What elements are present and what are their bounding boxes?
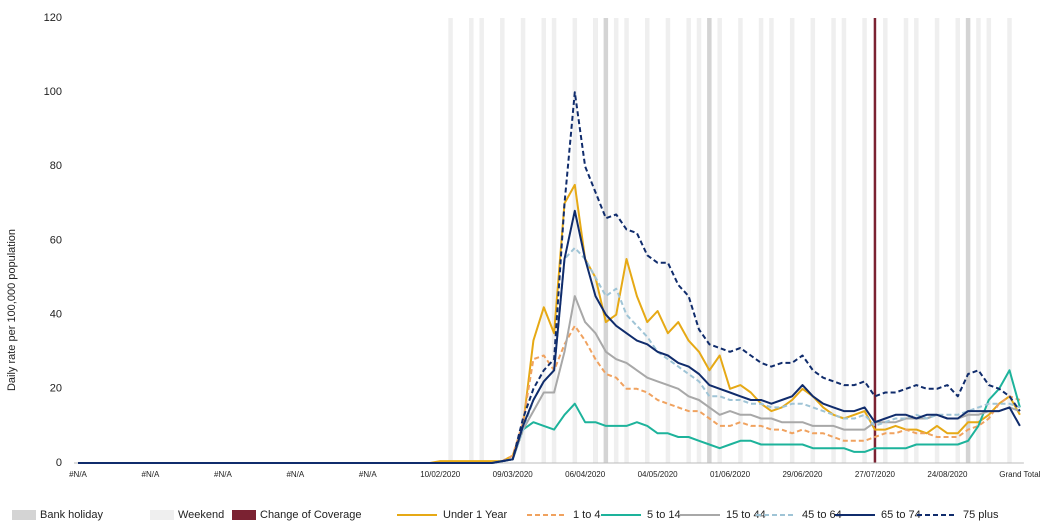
day-band [613, 18, 619, 463]
day-band [696, 18, 702, 463]
legend-label: Weekend [178, 509, 224, 521]
legend-label: Under 1 Year [443, 509, 508, 521]
day-band [903, 18, 909, 463]
legend-label: 75 plus [963, 509, 999, 521]
legend-swatch [150, 510, 174, 520]
legend-label: 15 to 44 [726, 509, 766, 521]
day-band [986, 18, 992, 463]
x-tick-label: #N/A [359, 470, 377, 479]
day-band [707, 18, 712, 463]
x-tick-label: 24/08/2020 [927, 470, 968, 479]
day-band [810, 18, 816, 463]
series-line [78, 209, 1021, 464]
day-band [738, 18, 743, 463]
x-tick-label: #N/A [214, 470, 232, 479]
legend-swatch [232, 510, 256, 520]
day-band [934, 18, 940, 463]
day-band [955, 18, 960, 463]
day-band [448, 18, 453, 463]
day-band [479, 18, 484, 463]
x-tick-label: #N/A [286, 470, 304, 479]
x-tick-label: 29/06/2020 [782, 470, 823, 479]
y-axis-label: Daily rate per 100,000 population [6, 229, 18, 391]
legend-label: 65 to 74 [881, 509, 921, 521]
day-band [841, 18, 847, 463]
day-band [603, 18, 609, 463]
x-tick-label: 09/03/2020 [493, 470, 534, 479]
legend-label: Change of Coverage [260, 509, 362, 521]
day-band [789, 18, 795, 463]
day-band [831, 18, 836, 463]
day-band [883, 18, 888, 463]
day-band [965, 18, 971, 463]
legend-label: 45 to 64 [802, 509, 842, 521]
day-band [551, 18, 557, 463]
x-tick-label: #N/A [142, 470, 160, 479]
day-band [665, 18, 671, 463]
day-band [645, 18, 650, 463]
day-band [624, 18, 629, 463]
day-band [769, 18, 774, 463]
series-line [78, 246, 1021, 464]
coverage-marker [873, 18, 877, 463]
day-band [520, 18, 526, 463]
day-band [717, 18, 722, 463]
x-tick-label: 06/04/2020 [565, 470, 606, 479]
x-tick-label: 27/07/2020 [855, 470, 896, 479]
x-tick-label: 01/06/2020 [710, 470, 751, 479]
y-tick-label: 120 [44, 12, 62, 24]
y-tick-label: 80 [50, 160, 62, 172]
y-tick-label: 20 [50, 383, 62, 395]
x-tick-label: 04/05/2020 [638, 470, 679, 479]
y-tick-label: 100 [44, 86, 62, 98]
y-tick-label: 60 [50, 234, 62, 246]
x-tick-label: #N/A [69, 470, 87, 479]
legend-label: Bank holiday [40, 509, 103, 521]
day-band [469, 18, 474, 463]
day-band [1007, 18, 1012, 463]
series-line [78, 91, 1021, 464]
day-band [862, 18, 867, 463]
day-band [593, 18, 598, 463]
day-band [758, 18, 764, 463]
legend-swatch [12, 510, 36, 520]
day-band [686, 18, 691, 463]
series-line [78, 324, 1021, 464]
day-band [572, 18, 578, 463]
day-band [541, 18, 546, 463]
y-tick-label: 0 [56, 457, 62, 469]
x-tick-label: Grand Total [999, 470, 1040, 479]
day-band [500, 18, 505, 463]
day-band [914, 18, 919, 463]
legend-label: 1 to 4 [573, 509, 601, 521]
x-tick-label: 10/02/2020 [420, 470, 461, 479]
legend-label: 5 to 14 [647, 509, 681, 521]
y-tick-label: 40 [50, 309, 62, 321]
day-band [976, 18, 981, 463]
series-line [78, 369, 1021, 464]
